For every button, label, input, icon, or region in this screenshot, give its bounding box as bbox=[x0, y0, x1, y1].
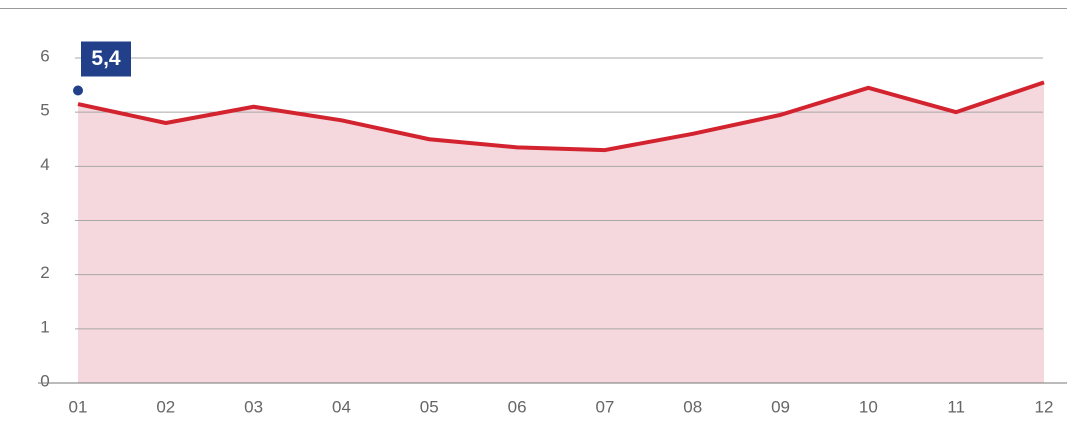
x-tick-label: 11 bbox=[947, 397, 965, 416]
y-tick-label: 5 bbox=[40, 101, 49, 120]
y-tick-label: 4 bbox=[40, 155, 49, 174]
x-tick-label: 07 bbox=[595, 397, 614, 416]
x-tick-label: 06 bbox=[508, 397, 527, 416]
y-tick-label: 0 bbox=[40, 371, 49, 390]
highlight-point bbox=[73, 85, 83, 96]
y-tick-label: 3 bbox=[40, 209, 49, 228]
x-tick-label: 12 bbox=[1035, 397, 1054, 416]
x-tick-label: 01 bbox=[69, 397, 88, 416]
x-tick-label: 08 bbox=[683, 397, 702, 416]
x-tick-label: 09 bbox=[771, 397, 790, 416]
x-tick-label: 10 bbox=[859, 397, 878, 416]
y-tick-label: 1 bbox=[40, 317, 49, 336]
y-tick-label: 6 bbox=[40, 46, 49, 65]
x-tick-label: 04 bbox=[332, 397, 351, 416]
value-label: 5,4 bbox=[91, 47, 121, 70]
y-tick-label: 2 bbox=[40, 263, 49, 282]
value-label-box bbox=[81, 41, 131, 77]
x-tick-label: 05 bbox=[420, 397, 439, 416]
area-fill bbox=[78, 82, 1044, 383]
line bbox=[77, 80, 1045, 153]
x-tick-label: 03 bbox=[244, 397, 263, 416]
x-tick-label: 02 bbox=[156, 397, 175, 416]
